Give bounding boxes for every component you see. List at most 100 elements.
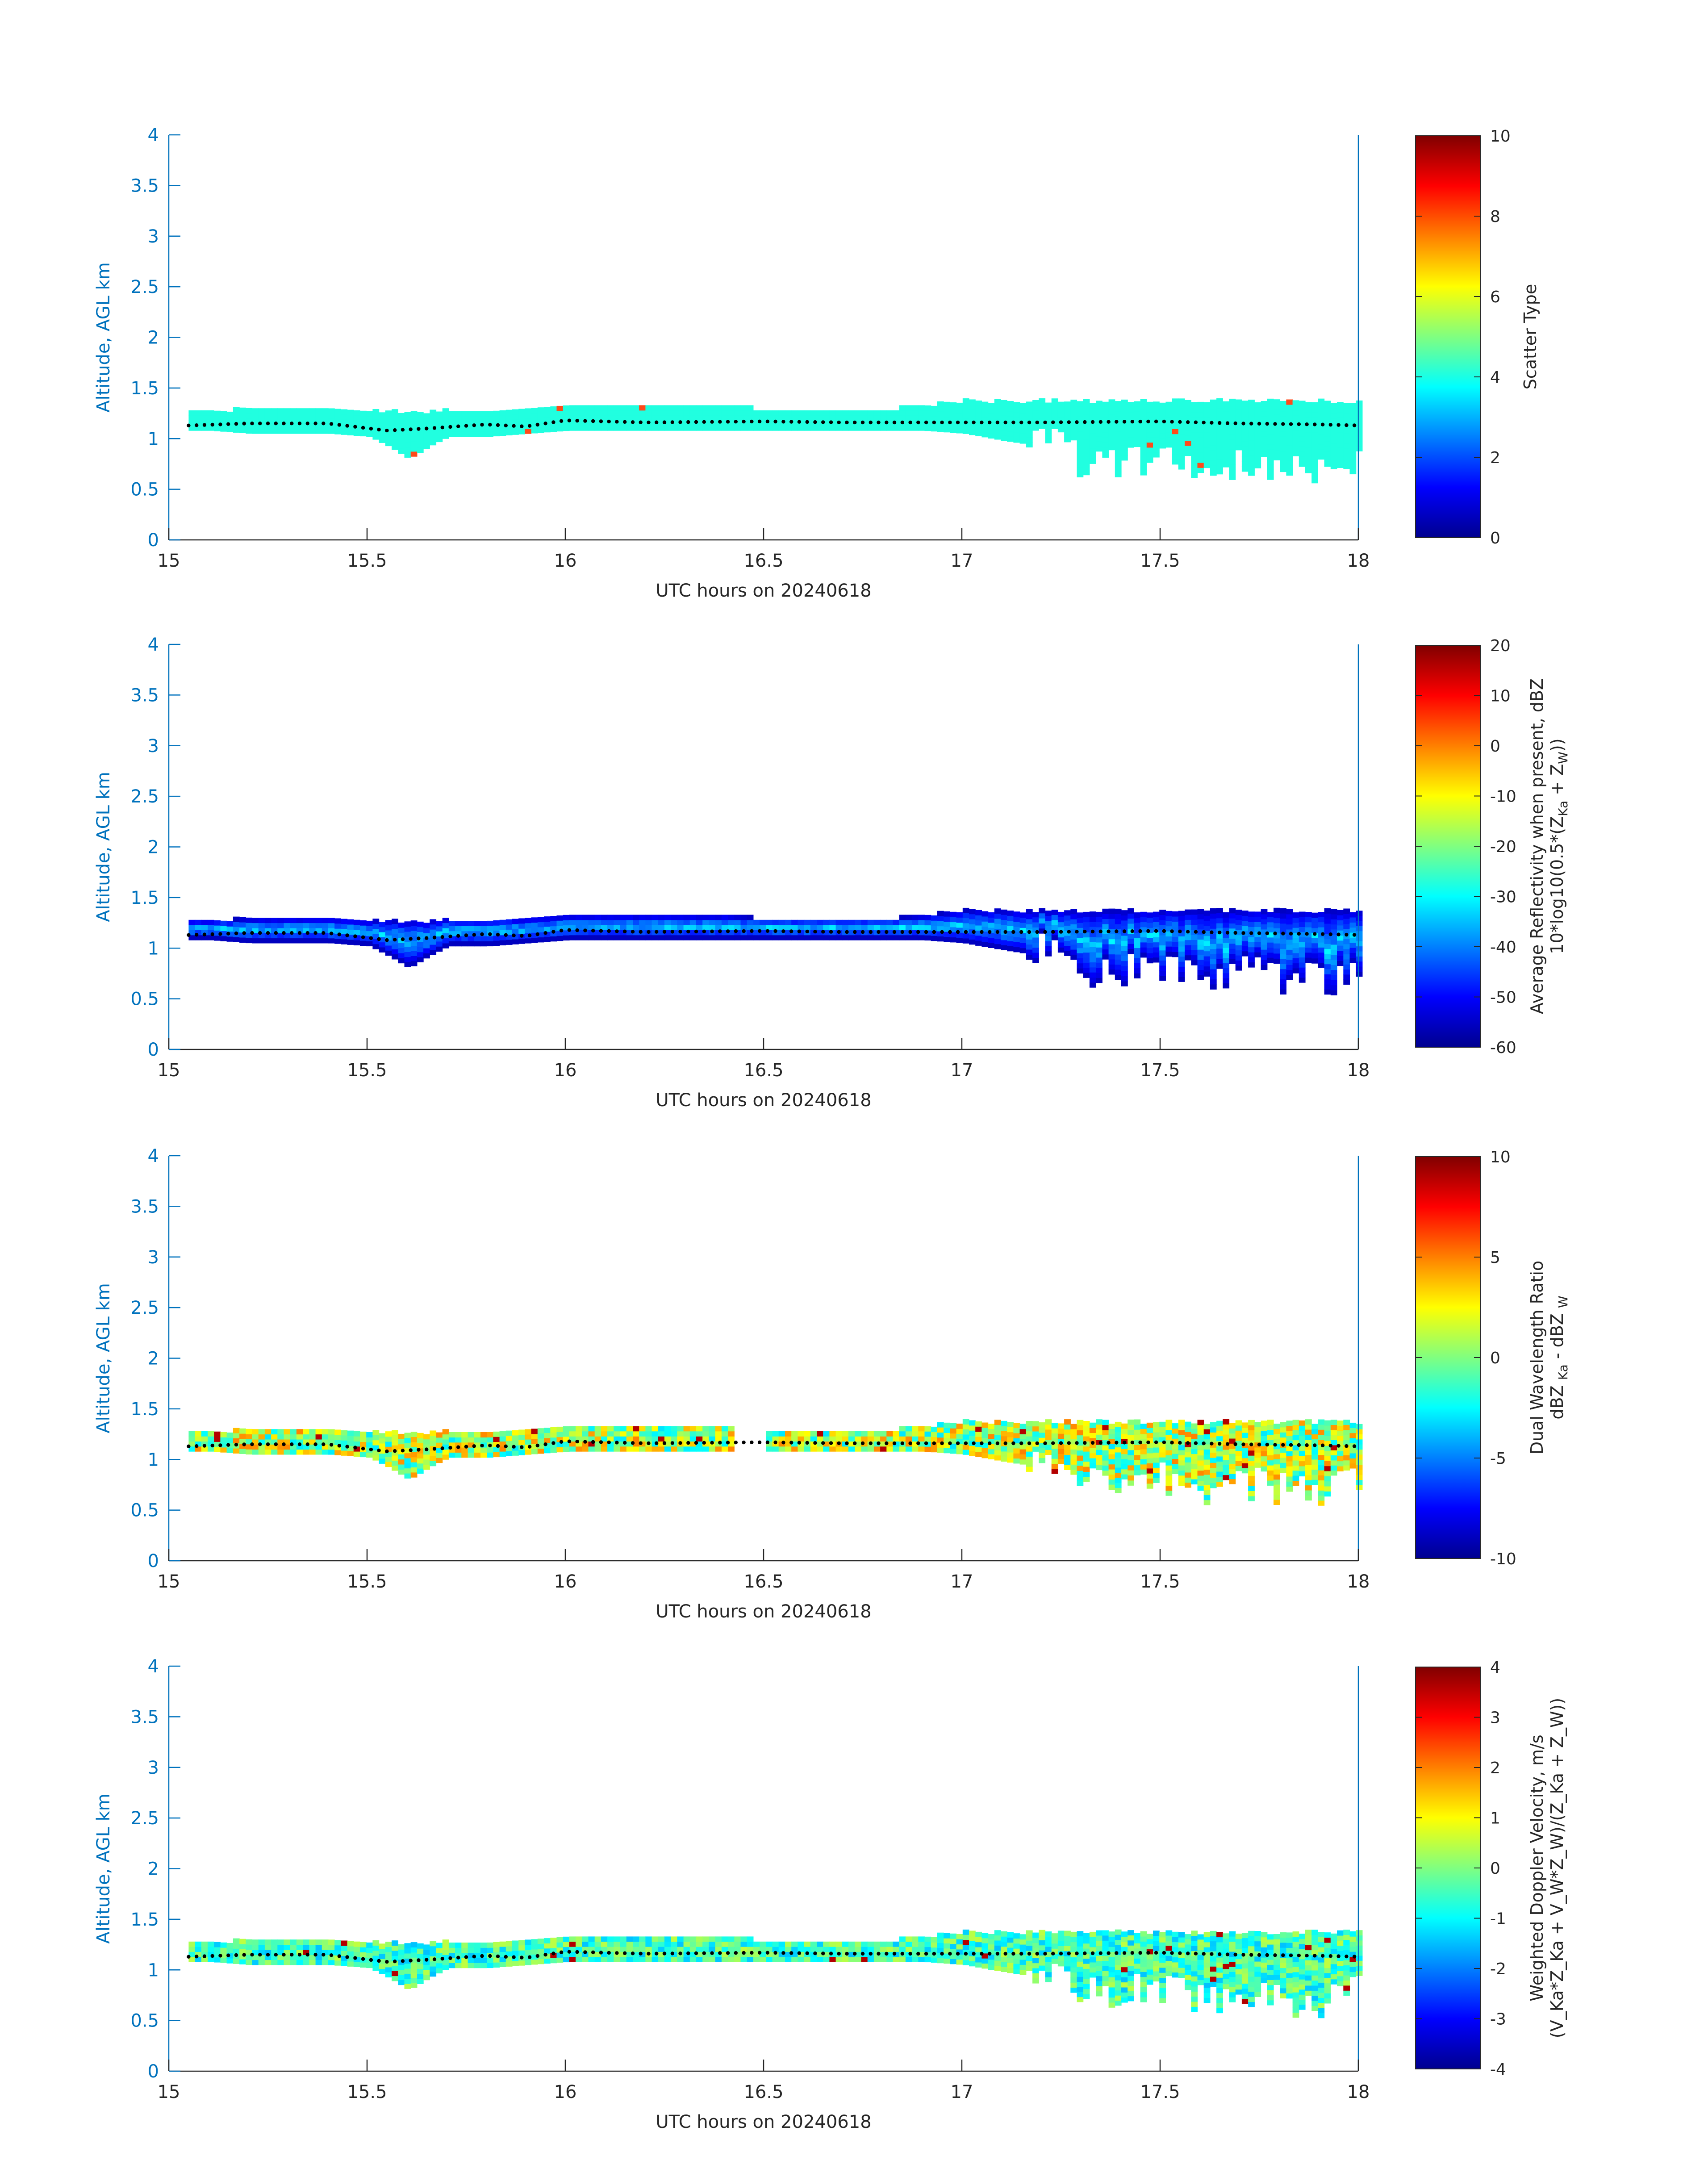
heatmap-cell <box>1172 1454 1179 1459</box>
heatmap-cell <box>404 442 411 448</box>
heatmap-cell <box>880 1431 887 1437</box>
heatmap-cell <box>1305 1439 1312 1445</box>
heatmap-cell <box>956 927 963 933</box>
heatmap-cell <box>436 411 443 417</box>
heatmap-cell <box>1146 417 1153 422</box>
heatmap-cell <box>689 915 697 920</box>
colorbar-tick-label: -10 <box>1490 1550 1516 1568</box>
heatmap-cell <box>1039 908 1046 914</box>
heatmap-cell <box>1203 911 1211 916</box>
heatmap-cell <box>512 424 519 430</box>
heatmap-cell <box>252 1434 259 1440</box>
heatmap-cell <box>233 412 240 418</box>
heatmap-cell <box>1318 434 1325 439</box>
x-tick-label: 16 <box>554 1571 577 1592</box>
heatmap-cell <box>1261 1446 1268 1451</box>
heatmap-cell <box>944 412 950 418</box>
heatmap-cell <box>1274 1464 1280 1470</box>
heatmap-cell <box>226 1943 234 1948</box>
heatmap-cell <box>975 426 982 431</box>
heatmap-cell <box>962 1419 969 1425</box>
heatmap-cell <box>1280 1467 1286 1473</box>
heatmap-cell <box>1039 1447 1046 1453</box>
heatmap-cell <box>1330 909 1337 915</box>
heatmap-cell <box>322 1429 329 1435</box>
heatmap-cell <box>1223 1439 1230 1445</box>
heatmap-cell <box>1223 401 1230 407</box>
melting-level-point <box>1138 419 1142 424</box>
heatmap-cell <box>252 1955 259 1960</box>
heatmap-cell <box>931 925 938 931</box>
heatmap-cell <box>1274 1444 1280 1450</box>
heatmap-cell <box>334 1940 341 1946</box>
heatmap-cell <box>1102 919 1109 924</box>
heatmap-cell <box>1343 418 1350 424</box>
heatmap-cell <box>1241 1422 1249 1428</box>
heatmap-cell <box>620 1936 627 1942</box>
heatmap-cell <box>1089 438 1096 444</box>
heatmap-cell <box>1299 967 1306 973</box>
heatmap-cell <box>410 411 418 416</box>
heatmap-cell <box>1032 947 1039 953</box>
heatmap-cell <box>1286 929 1293 935</box>
heatmap-cell <box>398 932 405 938</box>
heatmap-cell <box>671 405 677 411</box>
heatmap-cell <box>1261 1466 1268 1472</box>
heatmap-cell <box>398 953 405 958</box>
heatmap-cell <box>1121 935 1128 941</box>
heatmap-cell <box>1051 1433 1058 1439</box>
heatmap-cell <box>404 1948 411 1954</box>
heatmap-cell <box>201 1436 208 1442</box>
heatmap-cell <box>1305 1490 1312 1496</box>
heatmap-cell <box>423 1459 430 1465</box>
heatmap-cell <box>766 410 773 416</box>
melting-level-point <box>274 931 278 935</box>
heatmap-cell <box>842 919 849 925</box>
heatmap-cell <box>315 1944 322 1950</box>
heatmap-cell <box>1115 1452 1122 1458</box>
heatmap-cell <box>1146 422 1153 428</box>
heatmap-cell <box>334 1950 341 1956</box>
heatmap-cell <box>448 421 455 427</box>
heatmap-cell <box>1324 1466 1331 1471</box>
heatmap-cell <box>817 919 823 925</box>
heatmap-cell <box>544 417 551 422</box>
heatmap-cell <box>353 1941 360 1947</box>
heatmap-cell <box>1343 403 1350 409</box>
heatmap-cell <box>1229 949 1236 954</box>
heatmap-cell <box>969 939 976 945</box>
heatmap-cell <box>1280 969 1286 974</box>
heatmap-cell <box>969 1425 976 1431</box>
heatmap-cell <box>614 1947 621 1952</box>
heatmap-cell <box>1286 399 1293 405</box>
heatmap-cell <box>1210 1432 1217 1438</box>
heatmap-cell <box>594 1941 601 1947</box>
melting-level-point <box>678 420 682 424</box>
x-axis-label: UTC hours on 20240618 <box>656 1601 871 1622</box>
heatmap-cell <box>556 1947 564 1953</box>
heatmap-cell <box>264 1944 271 1950</box>
heatmap-cell <box>1026 1431 1033 1437</box>
heatmap-cell <box>1146 401 1153 407</box>
heatmap-cell <box>709 1436 716 1442</box>
heatmap-cell <box>1216 908 1223 913</box>
heatmap-cell <box>233 927 240 932</box>
heatmap-cell <box>1083 911 1090 917</box>
heatmap-cell <box>1045 915 1052 921</box>
heatmap-cell <box>1128 1465 1134 1471</box>
heatmap-cell <box>264 938 271 944</box>
heatmap-cell <box>404 1463 411 1469</box>
heatmap-cell <box>214 1446 221 1452</box>
heatmap-cell <box>392 928 398 934</box>
heatmap-cell <box>848 1436 855 1442</box>
melting-level-point <box>432 426 437 430</box>
heatmap-cell <box>1330 924 1337 930</box>
heatmap-cell <box>715 1446 722 1452</box>
heatmap-cell <box>1146 407 1153 413</box>
heatmap-cell <box>715 1947 722 1952</box>
heatmap-cell <box>1261 929 1268 935</box>
heatmap-cell <box>1223 917 1230 923</box>
heatmap-cell <box>1121 1449 1128 1454</box>
heatmap-cell <box>1153 922 1160 928</box>
heatmap-cell <box>1083 957 1090 963</box>
